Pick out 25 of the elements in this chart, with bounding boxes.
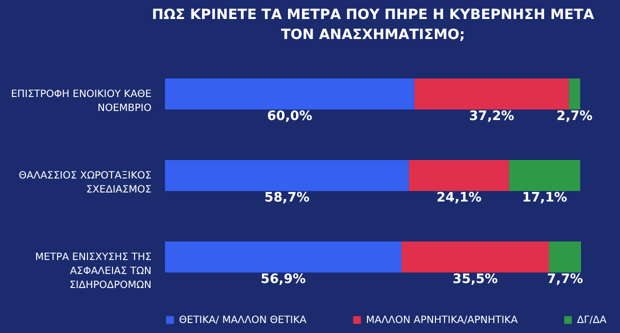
bar	[165, 160, 409, 191]
data-label: 24,1%	[436, 190, 482, 206]
bar	[549, 242, 581, 273]
data-label: 7,7%	[546, 272, 584, 288]
bar	[165, 78, 414, 110]
y-tick-label: ΘΑΛΑΣΣΙΟΣ ΧΩΡΟΤΑΞΙΚΟΣ ΣΧΕΔΙΑΣΜΟΣ	[18, 170, 152, 196]
data-label: 35,5%	[452, 272, 498, 288]
data-label: 58,7%	[264, 190, 310, 206]
bar	[568, 78, 580, 110]
data-label: 56,9%	[260, 272, 306, 288]
y-tick-label: ΕΠΙΣΤΡΟΦΗ ΕΝΟΙΚΙΟΥ ΚΑΘΕ ΝΟΕΜΒΡΙΟ	[10, 88, 152, 114]
legend-label: ΜΑΛΛΟΝ ΑΡΝΗΤΙΚΑ/ΑΡΝΗΤΙΚΑ	[366, 315, 518, 326]
bar	[408, 160, 510, 191]
legend-label: ΘΕΤΙΚΑ/ ΜΑΛΛΟΝ ΘΕΤΙΚΑ	[179, 315, 307, 326]
legend-label: ΔΓ/ΔΑ	[577, 315, 607, 326]
bar	[414, 78, 569, 110]
bar	[401, 242, 549, 273]
data-label: 2,7%	[556, 108, 593, 124]
bar	[165, 242, 402, 273]
data-label: 60,0%	[267, 108, 312, 124]
bar	[509, 160, 580, 191]
y-tick-label: ΜΕΤΡΑ ΕΝΙΣΧΥΣΗΣ ΤΗΣ ΑΣΦΑΛΕΙΑΣ ΤΩΝ ΣΙΔΗΡΟΔΡΟΜΩΝ	[35, 252, 152, 292]
data-label: 17,1%	[522, 190, 568, 206]
chart-title: ΠΩΣ ΚΡΙΝΕΤΕ ΤΑ ΜΕΤΡΑ ΠΟΥ ΠΗΡΕ Η ΚΥΒΕΡΝΗΣΗ ΜΕΤΑ ΤΟΝ ΑΝΑΣΧΗΜΑΤΙΣΜΟ;	[152, 7, 594, 43]
data-label: 37,2%	[469, 108, 514, 124]
